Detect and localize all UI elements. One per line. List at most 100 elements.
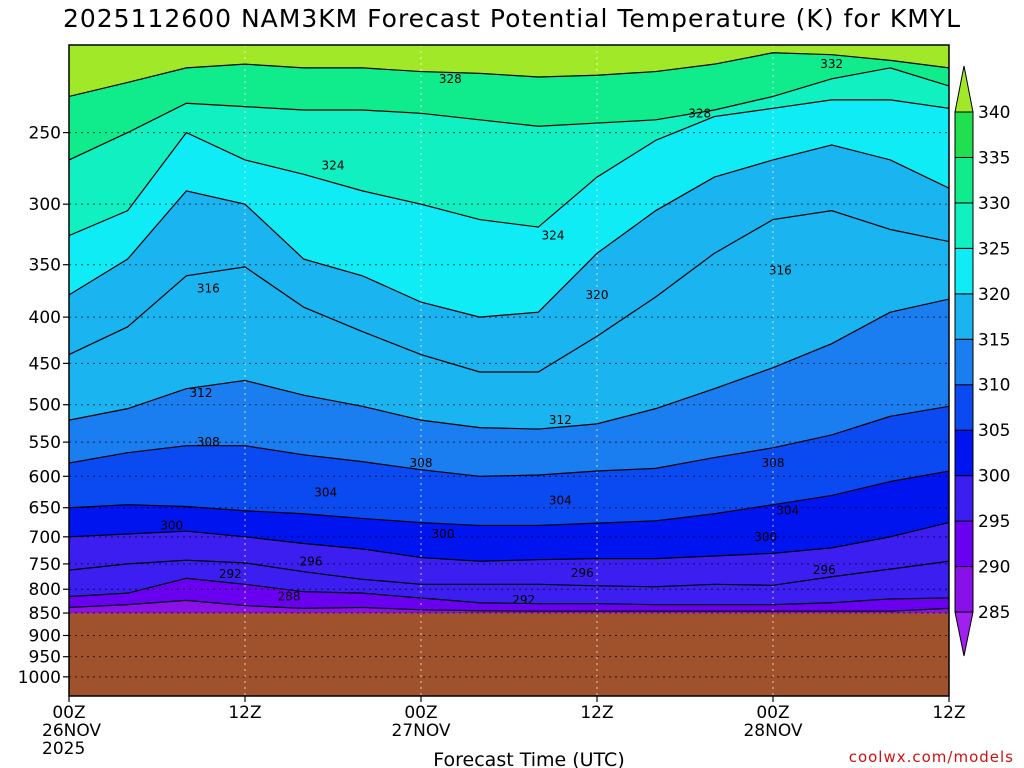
credit-text[interactable]: coolwx.com/models: [848, 748, 1014, 766]
x-tick-label-24-2: 27NOV: [391, 721, 450, 741]
contour-label-304: 304: [549, 493, 572, 507]
x-tick-label-48-1: 00Z: [756, 703, 789, 723]
contour-label-316: 316: [197, 282, 220, 296]
x-tick-label-36-1: 12Z: [580, 703, 613, 723]
y-tick-label-600: 600: [29, 467, 61, 487]
x-tick-label-0-1: 00Z: [52, 703, 85, 723]
isentrope-316: [69, 210, 949, 373]
isentrope-292: [69, 577, 949, 606]
colorbar-bottom-arrow: [954, 611, 974, 657]
contour-label-300: 300: [160, 518, 183, 532]
isentrope-296: [69, 559, 949, 588]
colorbar-label-330: 330: [978, 194, 1010, 214]
contour-label-292: 292: [219, 567, 242, 581]
contour-label-308: 308: [762, 456, 785, 470]
contour-label-308: 308: [197, 435, 220, 449]
contour-label-300: 300: [754, 530, 777, 544]
contour-labels: 288 292 296 300 304 308 312 316 320 324 328 332 296 3…: [160, 57, 843, 607]
colorbar-label-295: 295: [978, 512, 1010, 532]
colorbar-label-305: 305: [978, 421, 1010, 441]
contour-label-332: 332: [820, 57, 843, 71]
colorbar-label-310: 310: [978, 376, 1010, 396]
contour-label-324: 324: [542, 229, 565, 243]
colorbar-label-335: 335: [978, 148, 1010, 168]
plot-frame: [68, 44, 950, 697]
y-tick-label-250: 250: [29, 124, 61, 144]
contour-label-288: 288: [278, 590, 301, 604]
colorbar-seg-330-335: [954, 156, 974, 204]
contour-label-312: 312: [549, 413, 572, 427]
isentrope-332: [69, 52, 949, 98]
isentrope-lines: [69, 52, 949, 612]
chart-title: 2025112600 NAM3KM Forecast Potential Tem…: [62, 4, 962, 33]
colorbar-seg-325-330: [954, 202, 974, 249]
colorbar-label-320: 320: [978, 285, 1010, 305]
contour-label-304: 304: [776, 504, 799, 518]
isentrope-328: [69, 67, 949, 161]
colorbar-seg-315-320: [954, 293, 974, 340]
contour-label-308: 308: [410, 456, 433, 470]
y-tick-label-450: 450: [29, 354, 61, 374]
colorbar-seg-295-300: [954, 475, 974, 522]
y-tick-label-300: 300: [29, 195, 61, 215]
y-tick-label-800: 800: [29, 580, 61, 600]
colorbar-seg-305-310: [954, 384, 974, 431]
colorbar-label-315: 315: [978, 330, 1010, 350]
contour-label-316: 316: [769, 263, 792, 277]
x-tick-label-0-2: 26NOV: [42, 721, 101, 741]
y-tick-label-650: 650: [29, 499, 61, 519]
colorbar-label-340: 340: [978, 103, 1010, 123]
contour-label-300: 300: [432, 527, 455, 541]
y-tick-label-1000: 1000: [18, 668, 61, 688]
grid: [68, 45, 950, 696]
isentrope-304: [69, 470, 949, 527]
colorbar-seg-285-290: [954, 566, 974, 613]
isentrope-300: [69, 521, 949, 562]
colorbar-seg-320-325: [954, 247, 974, 295]
y-tick-label-550: 550: [29, 433, 61, 453]
isentrope-308: [69, 405, 949, 477]
y-axis: 2503003504004505005506006507007508008509…: [18, 124, 69, 688]
colorbar-label-285: 285: [978, 603, 1010, 623]
x-tick-label-24-1: 00Z: [404, 703, 437, 723]
x-tick-label-12-1: 12Z: [228, 703, 261, 723]
isentrope-312: [69, 298, 949, 430]
y-tick-label-950: 950: [29, 648, 61, 668]
x-tick-label-48-2: 28NOV: [743, 721, 802, 741]
contour-label-328: 328: [688, 106, 711, 120]
y-tick-label-500: 500: [29, 396, 61, 416]
contour-label-304: 304: [314, 485, 337, 499]
colorbar-label-300: 300: [978, 467, 1010, 487]
contour-label-320: 320: [586, 288, 609, 302]
isentrope-288: [69, 599, 949, 612]
contour-label-324: 324: [322, 159, 345, 173]
colorbar-seg-300-305: [954, 429, 974, 477]
x-tick-label-0-3: 2025: [42, 739, 85, 759]
colorbar-seg-290-295: [954, 520, 974, 568]
y-tick-label-400: 400: [29, 308, 61, 328]
colorbar-label-325: 325: [978, 239, 1010, 259]
contour-label-292: 292: [512, 593, 535, 607]
contour-label-296: 296: [571, 566, 594, 580]
colorbar-top-arrow: [954, 65, 974, 113]
colorbar-seg-335-340: [954, 111, 974, 158]
x-axis-label: Forecast Time (UTC): [433, 749, 624, 768]
isentrope-324: [69, 99, 949, 237]
x-tick-label-60-1: 12Z: [932, 703, 965, 723]
colorbar-seg-310-315: [954, 338, 974, 386]
y-tick-label-750: 750: [29, 555, 61, 575]
contour-label-296: 296: [813, 563, 836, 577]
y-tick-label-700: 700: [29, 528, 61, 548]
colorbar-label-290: 290: [978, 558, 1010, 578]
y-tick-label-850: 850: [29, 604, 61, 624]
contour-label-296: 296: [300, 554, 323, 568]
surface-terrain: [69, 613, 949, 696]
isentrope-320: [69, 144, 949, 318]
contour-label-328: 328: [439, 72, 462, 86]
y-tick-label-350: 350: [29, 256, 61, 276]
colorbar: 285 290 295 300 305 310 315 320 325 330 335 340: [954, 65, 1010, 657]
y-tick-label-900: 900: [29, 626, 61, 646]
contour-label-312: 312: [190, 386, 213, 400]
